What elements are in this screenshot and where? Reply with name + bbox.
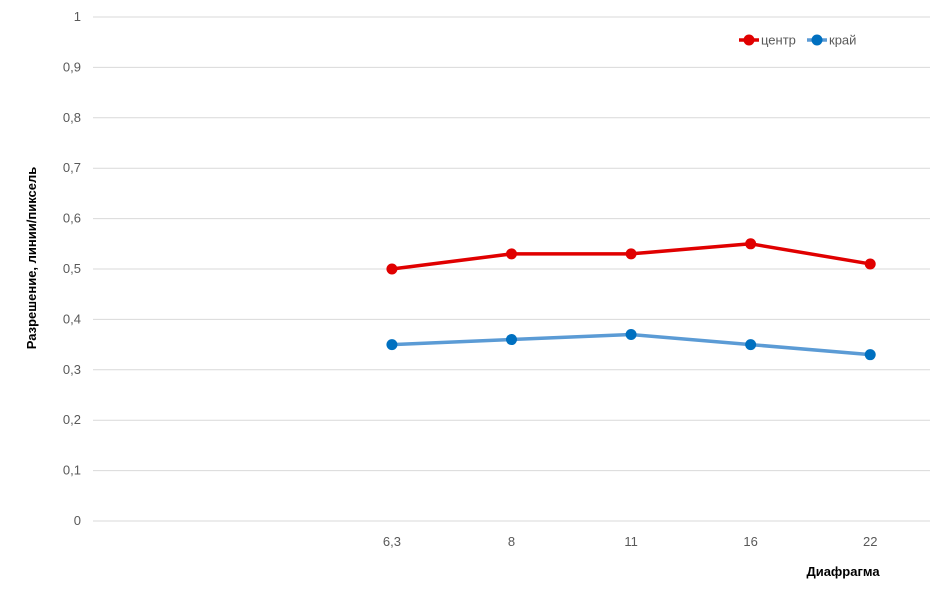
x-axis-title: Диафрагма (806, 564, 880, 579)
y-tick-label: 0,4 (63, 311, 81, 326)
legend-label: центр (761, 33, 796, 48)
legend-swatch-marker (811, 34, 823, 46)
legend-swatch-marker (743, 34, 755, 46)
x-axis-ticks: 6,3 8 11 16 22 (383, 534, 878, 549)
x-tick-label: 16 (743, 534, 757, 549)
y-tick-label: 0,5 (63, 261, 81, 276)
data-point (386, 263, 398, 275)
y-tick-label: 0,8 (63, 110, 81, 125)
legend-item: центр (739, 33, 796, 48)
legend: центр край (739, 33, 856, 48)
y-tick-label: 0 (74, 513, 81, 528)
data-point (625, 248, 637, 260)
x-tick-label: 11 (624, 534, 638, 549)
y-tick-label: 0,3 (63, 362, 81, 377)
legend-label: край (829, 33, 856, 48)
series-1 (386, 238, 876, 275)
x-tick-label: 22 (863, 534, 877, 549)
y-tick-label: 0,7 (63, 160, 81, 175)
y-tick-label: 0,9 (63, 59, 81, 74)
y-tick-label: 0,1 (63, 463, 81, 478)
data-point (506, 248, 517, 260)
x-tick-label: 6,3 (383, 534, 401, 549)
data-point (386, 339, 398, 351)
gridlines (93, 16, 930, 522)
y-tick-label: 0,6 (63, 211, 81, 226)
x-tick-label: 8 (508, 534, 515, 549)
data-point (506, 334, 517, 346)
series-layer (386, 238, 876, 361)
y-axis-ticks: 0 0,1 0,2 0,3 0,4 0,5 0,6 0,7 0,8 0,9 1 (63, 9, 81, 528)
y-tick-label: 0,2 (63, 412, 81, 427)
data-point (625, 329, 637, 341)
data-point (745, 238, 757, 250)
data-point (745, 339, 757, 351)
y-axis-title: Разрешение, линии/пиксель (24, 167, 39, 349)
series-2 (386, 329, 876, 361)
data-point (864, 258, 876, 270)
data-point (864, 349, 876, 361)
legend-item: край (807, 33, 856, 48)
y-tick-label: 1 (74, 9, 81, 24)
